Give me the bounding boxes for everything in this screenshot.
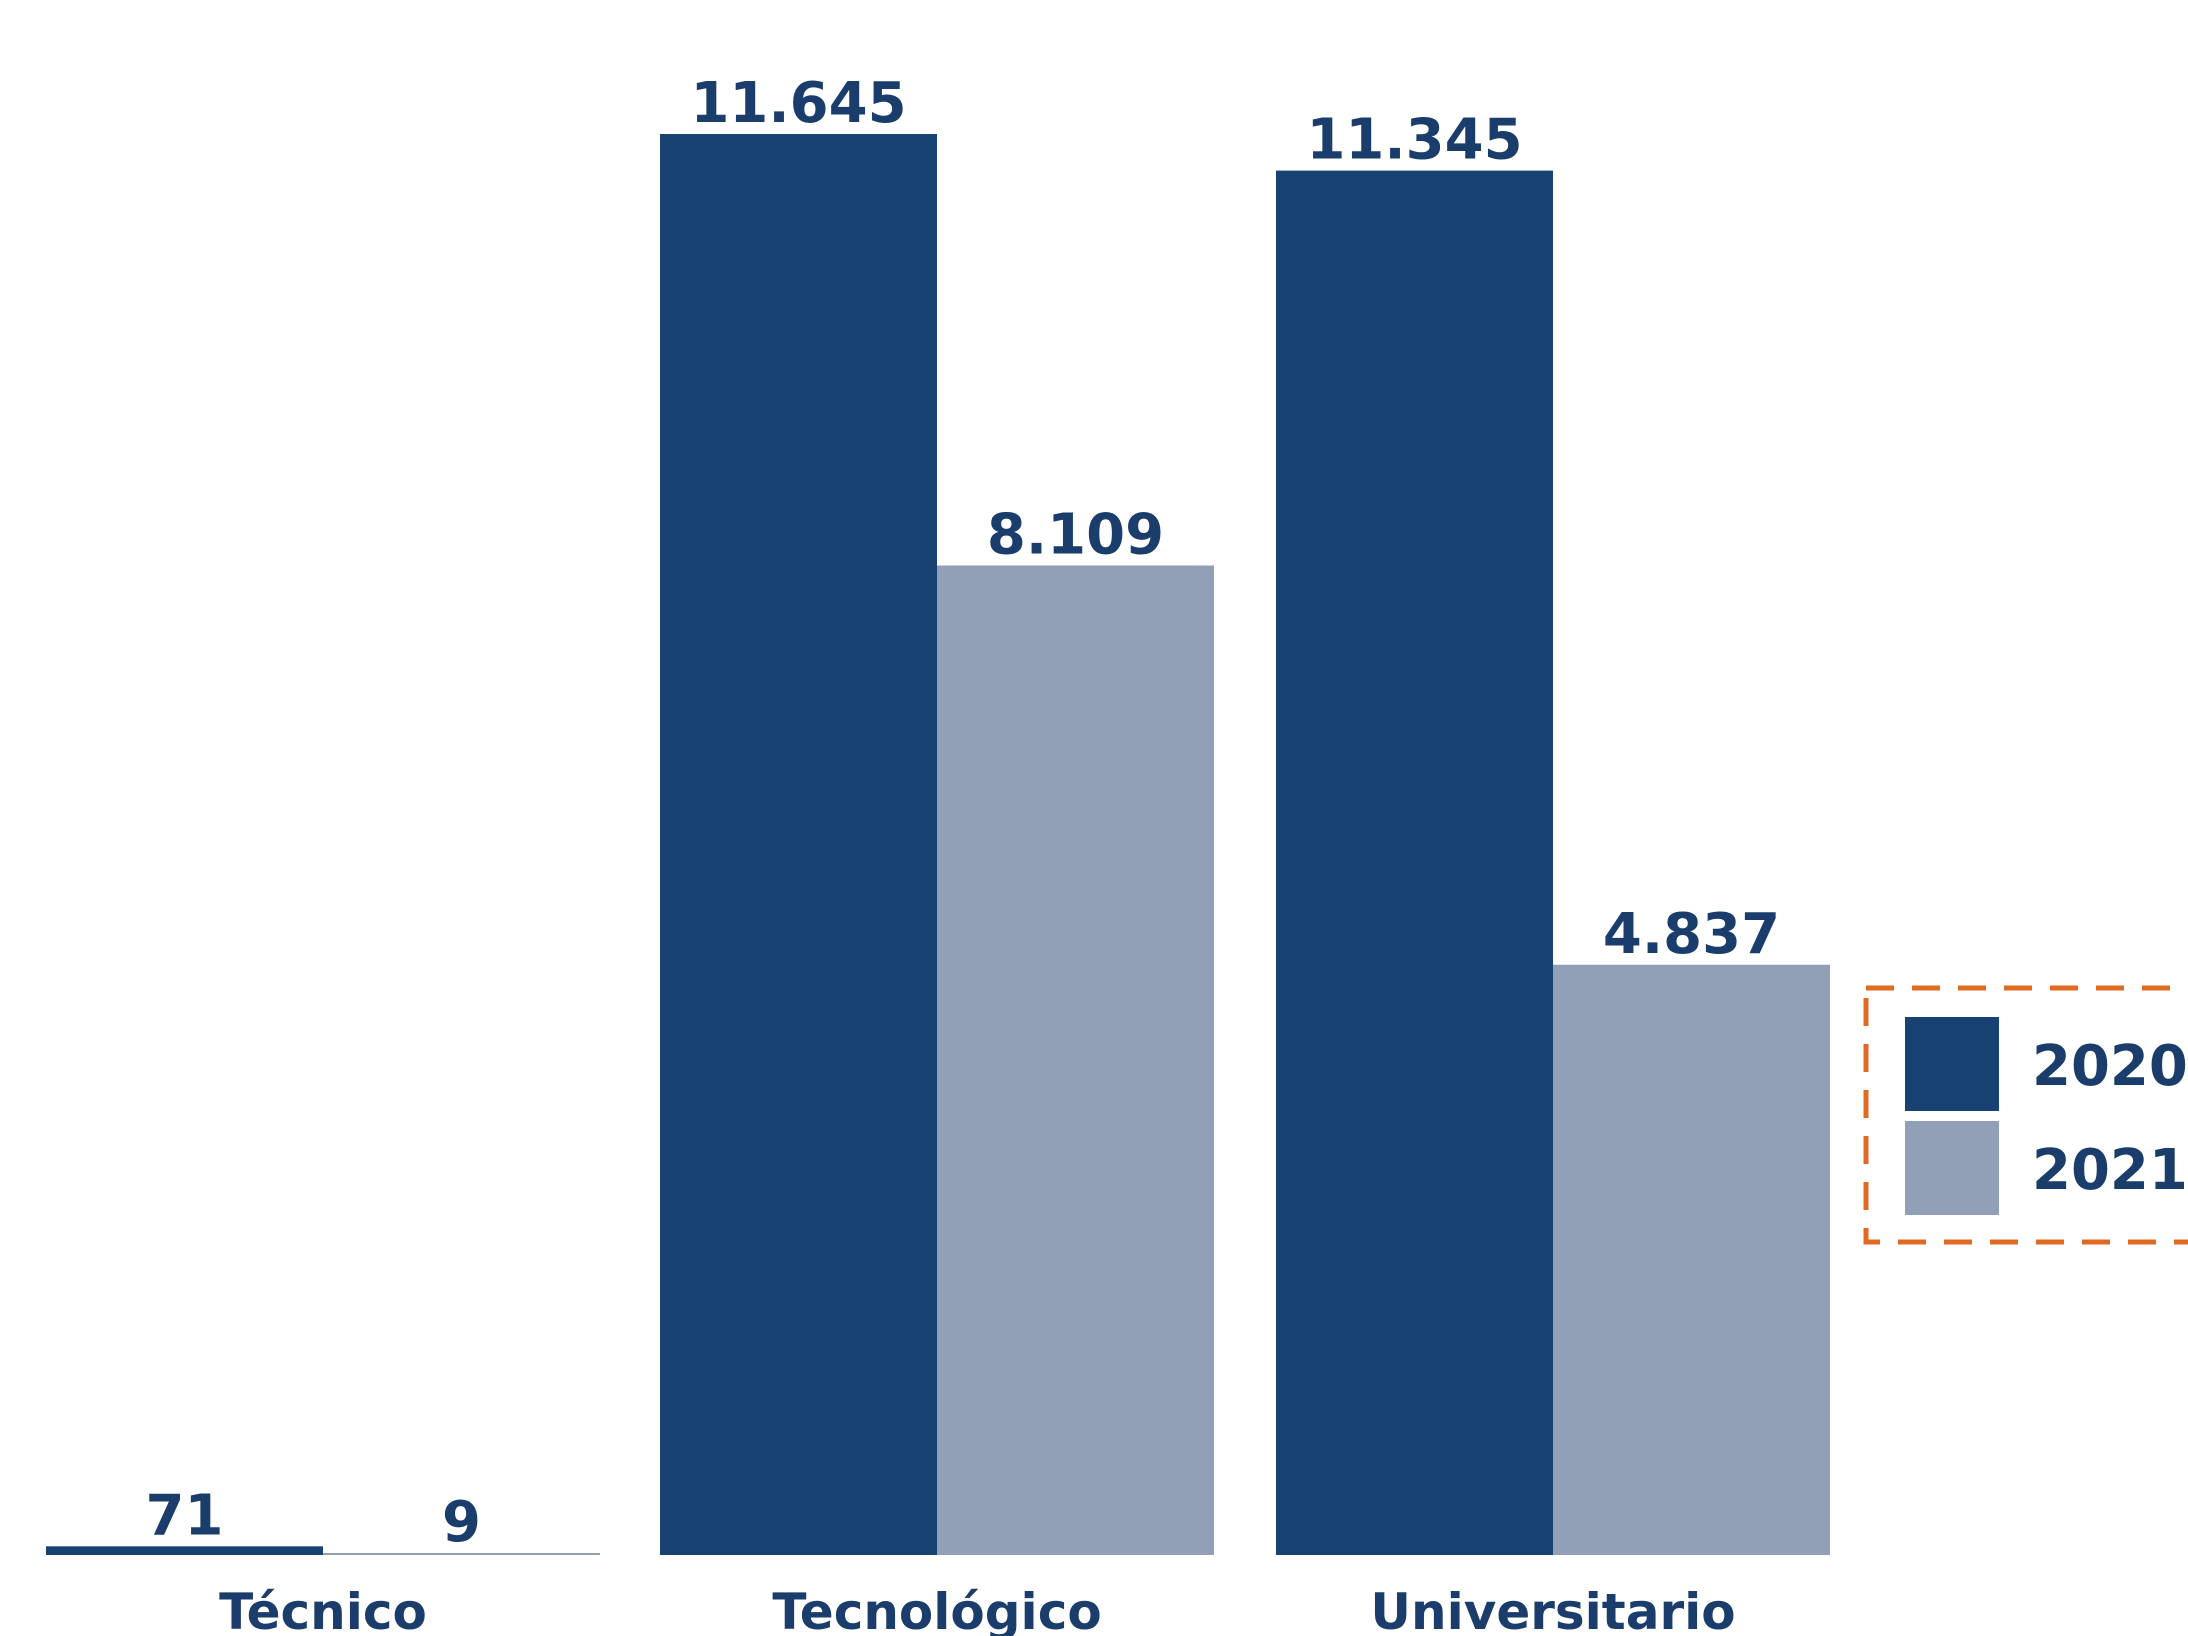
- bar-tecnologico-2020: [660, 134, 937, 1555]
- category-label-tecnologico: Tecnológico: [772, 1583, 1101, 1636]
- category-label-universitario: Universitario: [1370, 1583, 1735, 1636]
- bar-tecnico-2021: [323, 1553, 600, 1555]
- bar-universitario-2021: [1553, 964, 1830, 1555]
- value-label-tecnico-2020: 71: [146, 1483, 224, 1548]
- bar-tecnologico-2021: [937, 565, 1214, 1555]
- legend-label-2021: 2021: [2032, 1138, 2188, 1203]
- bar-universitario-2020: [1276, 170, 1553, 1555]
- category-label-tecnico: Técnico: [219, 1583, 427, 1636]
- legend: 2020 2021: [1863, 985, 2188, 1245]
- category-labels-group: Técnico Tecnológico Universitario: [219, 1583, 1735, 1636]
- legend-border: [1863, 985, 2188, 1245]
- bar-tecnico-2020: [46, 1546, 323, 1555]
- legend-swatch-2020: [1905, 1017, 1999, 1111]
- value-label-tecnico-2021: 9: [442, 1490, 481, 1555]
- value-label-tecnologico-2021: 8.109: [987, 502, 1164, 567]
- bars-group: [46, 134, 1830, 1555]
- legend-label-2020: 2020: [2032, 1034, 2188, 1099]
- value-labels-group: 71 9 11.645 8.109 11.345 4.837: [146, 71, 1781, 1555]
- value-label-tecnologico-2020: 11.645: [690, 71, 906, 136]
- legend-swatch-2021: [1905, 1121, 1999, 1215]
- value-label-universitario-2021: 4.837: [1603, 902, 1780, 967]
- value-label-universitario-2020: 11.345: [1306, 108, 1522, 173]
